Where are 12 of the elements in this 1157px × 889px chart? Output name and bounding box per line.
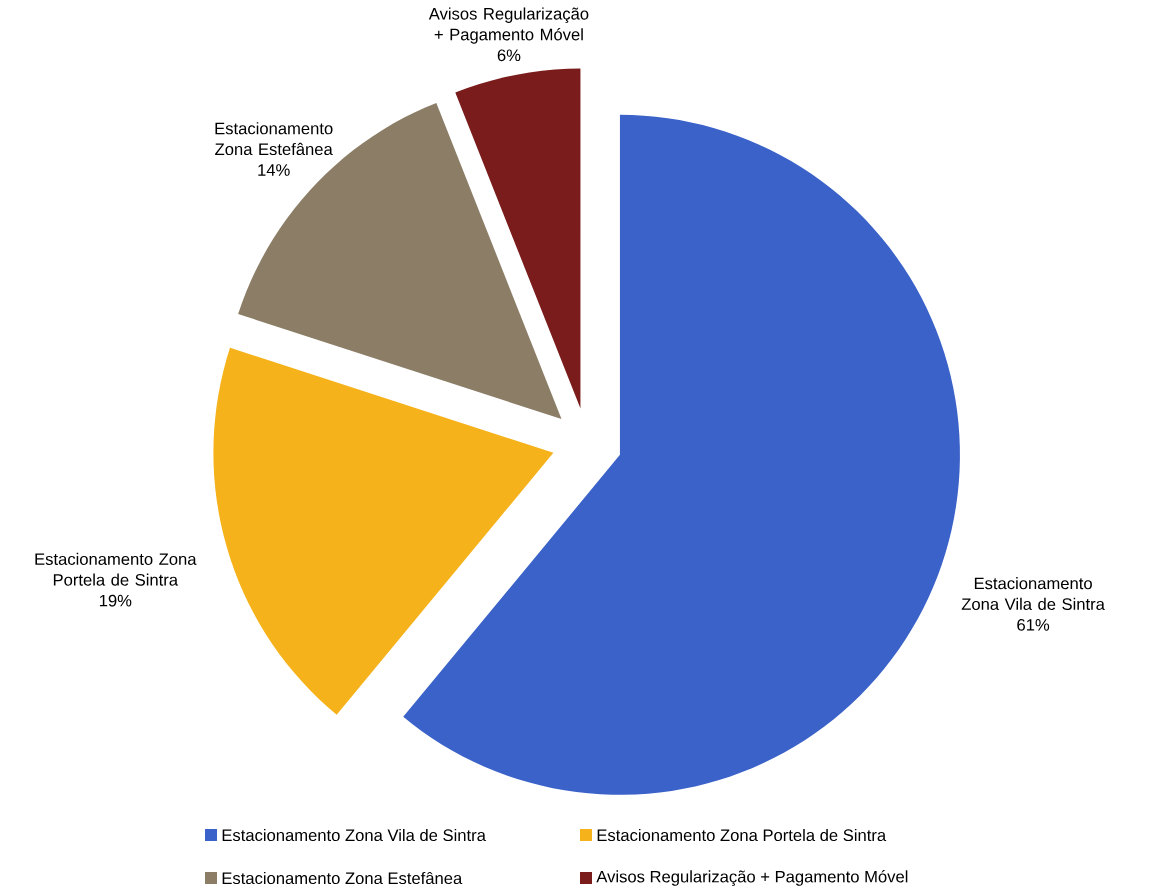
legend-label: Estacionamento Zona Portela de Sintra — [597, 828, 887, 842]
legend-label: Estacionamento Zona Vila de Sintra — [222, 828, 486, 842]
slice-label: Estacionamento Zona Estefânea — [215, 122, 333, 156]
data-label: 61% — [1017, 619, 1050, 631]
slice-label: Avisos Regularização + Pagamento Móvel — [428, 7, 589, 44]
data-label: 19% — [99, 594, 132, 607]
slice-label: Estacionamento Zona Vila de Sintra — [961, 577, 1105, 610]
data-label: 6% — [497, 49, 521, 62]
slice-label: Estacionamento Zona Portela de Sintra — [35, 552, 197, 586]
legend-label: Estacionamento Zona Estefânea — [222, 871, 463, 885]
data-label: 14% — [258, 164, 290, 176]
legend-label: Avisos Regularização + Pagamento Móvel — [596, 870, 908, 886]
